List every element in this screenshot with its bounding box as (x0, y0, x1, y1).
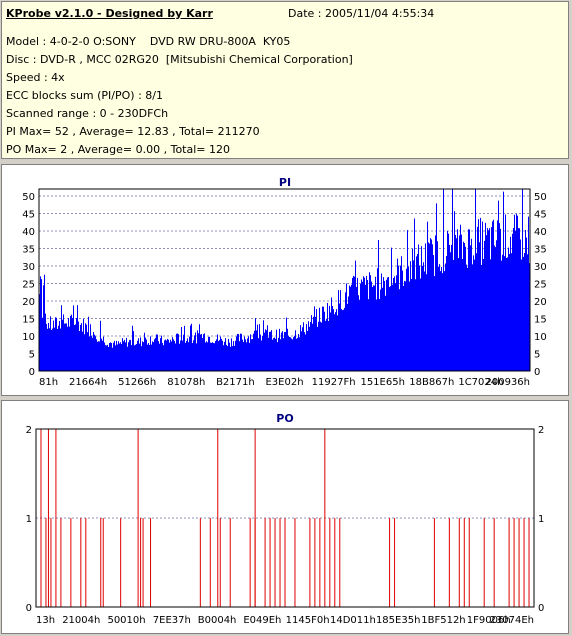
y-tick-label-left: 0 (29, 367, 35, 378)
x-tick-label: 51266h (118, 377, 156, 388)
x-tick-label: 13h (36, 615, 55, 626)
x-tick-label: 11927Fh (312, 377, 356, 388)
y-tick-label-right: 0 (534, 367, 540, 378)
y-tick-label-right: 45 (534, 210, 547, 221)
x-tick-label: 50010h (107, 615, 145, 626)
ecc-line: ECC blocks sum (PI/PO) : 8/1 (6, 89, 163, 102)
y-tick-label-right: 25 (534, 280, 547, 291)
pi-chart-panel: PI 0 0 5 5 10 10 15 15 20 20 25 25 30 30 35 35 40 40 45 45 5… (1, 164, 569, 396)
y-tick-label-right: 5 (534, 350, 540, 361)
po-chart: 0 0 1 1 2 2 13h 21004h 50010h 7EE37h B0004h E049Eh 1… (26, 425, 545, 626)
y-tick-label-left: 0 (26, 603, 32, 614)
plot-frame (35, 428, 535, 608)
y-tick-label-right: 40 (534, 227, 547, 238)
y-tick-label-right: 1 (538, 514, 544, 525)
x-tick-label: 81h (39, 377, 58, 388)
x-tick-label: E049Eh (243, 615, 281, 626)
po-chart-title: PO (276, 412, 294, 425)
y-tick-label-right: 10 (534, 332, 547, 343)
y-tick-label-right: 35 (534, 245, 547, 256)
x-tick-label: 1C7024h (458, 377, 503, 388)
x-tick-label: 1F9006h (467, 615, 511, 626)
x-tick-label: 200936h (485, 377, 530, 388)
y-tick-label-left: 10 (22, 332, 35, 343)
y-tick-label-left: 25 (22, 280, 35, 291)
y-tick-label-right: 30 (534, 262, 547, 273)
x-tick-label: 151E65h (360, 377, 404, 388)
y-tick-label-right: 0 (538, 603, 544, 614)
scan-date: Date : 2005/11/04 4:55:34 (288, 7, 435, 20)
y-tick-label-left: 1 (26, 514, 32, 525)
x-tick-label: B0004h (198, 615, 237, 626)
x-tick-label: 81078h (167, 377, 205, 388)
po-series (40, 429, 530, 607)
info-panel: KProbe v2.1.0 - Designed by Karr Date : … (1, 1, 569, 159)
y-tick-label-right: 15 (534, 315, 547, 326)
pi-chart: 0 0 5 5 10 10 15 15 20 20 25 25 30 30 35 35 40 40 45 45 50 50… (22, 188, 547, 388)
po-summary-line: PO Max= 2 , Average= 0.00 , Total= 120 (6, 143, 230, 156)
speed-line: Speed : 4x (6, 71, 65, 84)
disc-line: Disc : DVD-R , MCC 02RG20 [Mitsubishi Ch… (6, 53, 353, 66)
y-tick-label-right: 50 (534, 192, 547, 203)
x-tick-label: 14D011h (330, 615, 376, 626)
y-tick-label-left: 35 (22, 245, 35, 256)
y-tick-label-left: 45 (22, 210, 35, 221)
x-tick-label: 23074Eh (490, 615, 534, 626)
x-tick-label: 18B867h (409, 377, 454, 388)
y-tick-label-left: 20 (22, 297, 35, 308)
y-tick-label-right: 2 (538, 425, 544, 436)
y-tick-label-left: 30 (22, 262, 35, 273)
x-tick-label: 185E35h (376, 615, 420, 626)
x-tick-label: 1BF512h (421, 615, 465, 626)
y-tick-label-left: 50 (22, 192, 35, 203)
x-tick-label: 21004h (62, 615, 100, 626)
model-line: Model : 4-0-2-0 O:SONY DVD RW DRU-800A K… (6, 35, 291, 48)
x-tick-label: B2171h (216, 377, 255, 388)
y-tick-label-right: 20 (534, 297, 547, 308)
app-title: KProbe v2.1.0 - Designed by Karr (6, 7, 213, 20)
y-tick-label-left: 40 (22, 227, 35, 238)
plot-frame (38, 188, 531, 372)
range-line: Scanned range : 0 - 230DFCh (6, 107, 169, 120)
po-chart-panel: PO 0 0 1 1 2 2 13h 21004h 50010h 7EE37h B0004h E049… (1, 400, 569, 634)
pi-series (39, 189, 530, 371)
x-tick-label: 7EE37h (153, 615, 191, 626)
pi-summary-line: PI Max= 52 , Average= 12.83 , Total= 211… (6, 125, 260, 138)
x-tick-label: E3E02h (265, 377, 303, 388)
y-tick-label-left: 15 (22, 315, 35, 326)
y-tick-label-left: 2 (26, 425, 32, 436)
pi-chart-title: PI (278, 176, 292, 189)
y-tick-label-left: 5 (29, 350, 35, 361)
x-tick-label: 21664h (69, 377, 107, 388)
x-tick-label: 1145F0h (286, 615, 330, 626)
